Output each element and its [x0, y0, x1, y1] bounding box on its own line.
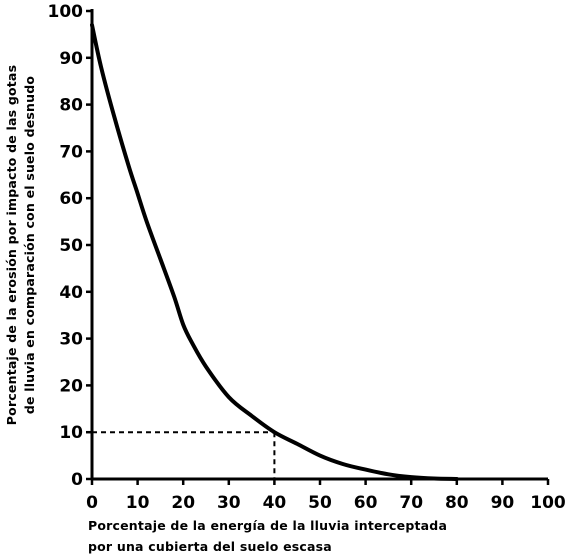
y-tick-label: 10 [59, 423, 83, 443]
x-tick-label: 60 [354, 493, 378, 513]
x-axis-title-line-2: por una cubierta del suelo escasa [88, 539, 332, 554]
y-tick-label: 30 [59, 330, 83, 350]
y-tick-label: 100 [48, 2, 84, 22]
x-tick-label: 0 [86, 493, 98, 513]
x-axis-title: Porcentaje de la energía de la lluvia in… [88, 518, 447, 554]
y-tick-label: 40 [59, 283, 83, 303]
x-tick-label: 80 [445, 493, 469, 513]
x-axis-title-line-1: Porcentaje de la energía de la lluvia in… [88, 518, 447, 533]
y-tick-label: 70 [59, 142, 83, 162]
x-tick-label: 70 [399, 493, 423, 513]
x-tick-label: 20 [171, 493, 195, 513]
x-tick-label: 40 [263, 493, 287, 513]
y-tick-label: 0 [71, 470, 83, 490]
y-axis-title-line-2: de lluvia en comparación con el suelo de… [22, 76, 37, 415]
x-tick-label: 10 [126, 493, 150, 513]
x-tick-label: 50 [308, 493, 332, 513]
series-line [90, 23, 459, 481]
y-axis-title-line-1: Porcentaje de la erosión por impacto de … [4, 65, 19, 425]
x-tick-label: 30 [217, 493, 241, 513]
y-tick-label: 60 [59, 189, 83, 209]
y-tick-label: 80 [59, 96, 83, 116]
x-tick-label: 90 [491, 493, 515, 513]
plot-area: 0 10 20 30 40 50 60 70 80 90 100 0 10 20 30 40 50 60 70 80 9… [48, 2, 566, 513]
x-tick-label: 100 [530, 493, 566, 513]
y-tick-label: 20 [59, 376, 83, 396]
y-tick-label: 50 [59, 236, 83, 256]
y-tick-label: 90 [59, 49, 83, 69]
y-axis-title: Porcentaje de la erosión por impacto de … [4, 65, 37, 425]
